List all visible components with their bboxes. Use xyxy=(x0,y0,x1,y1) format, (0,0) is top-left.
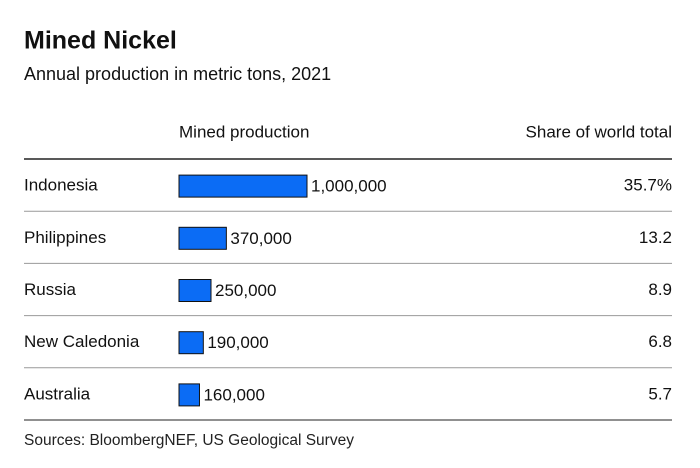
column-header: Share of world total xyxy=(526,122,672,141)
source-note: Sources: BloombergNEF, US Geological Sur… xyxy=(24,432,354,449)
bar xyxy=(178,279,212,302)
value-label: 370,000 xyxy=(230,229,291,248)
category-label: Australia xyxy=(24,384,91,403)
share-label: 35.7% xyxy=(624,176,672,195)
bar xyxy=(178,331,204,355)
category-label: Philippines xyxy=(24,228,106,247)
bar xyxy=(178,174,308,198)
value-label: 1,000,000 xyxy=(311,177,387,196)
share-label: 6.8 xyxy=(648,332,672,351)
share-label: 8.9 xyxy=(648,280,672,299)
chart-subtitle: Annual production in metric tons, 2021 xyxy=(24,64,331,84)
category-label: Russia xyxy=(24,280,77,299)
bar xyxy=(178,383,200,407)
column-header: Mined production xyxy=(179,122,309,141)
bar xyxy=(178,226,227,250)
value-label: 250,000 xyxy=(215,281,276,300)
value-label: 160,000 xyxy=(203,385,264,404)
chart-title: Mined Nickel xyxy=(24,27,177,55)
value-label: 190,000 xyxy=(207,333,268,352)
share-label: 13.2 xyxy=(639,228,672,247)
share-label: 5.7 xyxy=(648,384,672,403)
category-label: Indonesia xyxy=(24,176,98,195)
category-label: New Caledonia xyxy=(24,332,140,351)
